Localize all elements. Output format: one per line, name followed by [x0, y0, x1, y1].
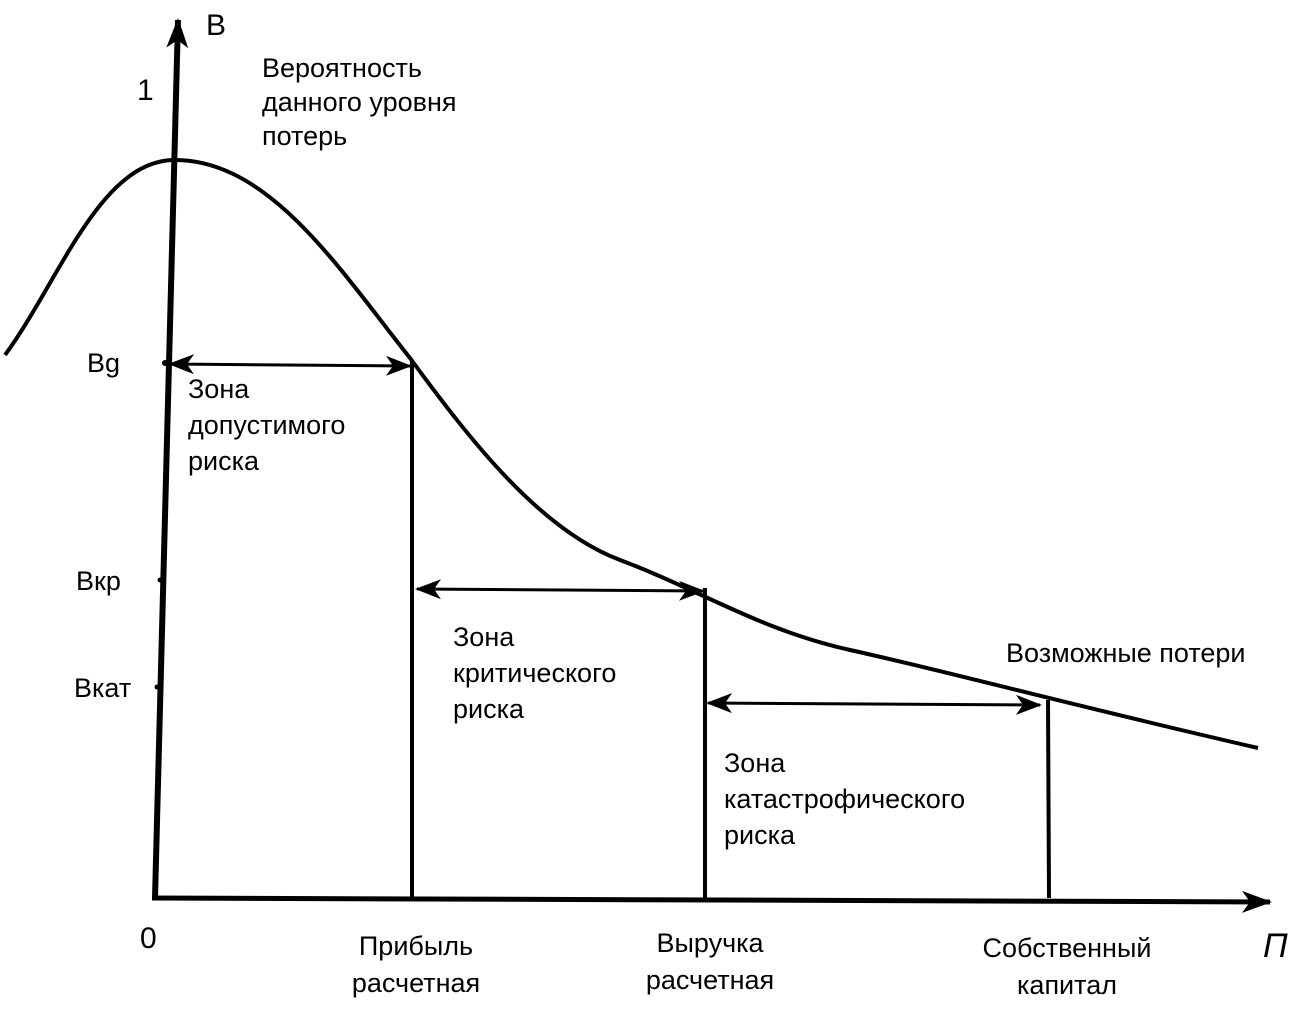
zone-acceptable-line-2: допустимого	[188, 410, 345, 440]
bkat-tick-label: Вкат	[74, 673, 131, 703]
zone-critical-line-3: риска	[453, 694, 525, 724]
loss-probability-curve	[3, 157, 1259, 750]
x-tick-profit-line-2: расчетная	[352, 968, 480, 998]
y-axis-title-line-3: потерь	[262, 121, 347, 151]
zone-critical-line-1: Зона	[453, 622, 515, 652]
x-tick-profit-line-1: Прибыль	[359, 931, 473, 961]
y-axis	[152, 18, 189, 899]
zone-catastrophic-line-2: катастрофического	[724, 784, 965, 814]
zone-acceptable-line-1: Зона	[188, 374, 250, 404]
zone-critical-line-2: критического	[453, 658, 616, 688]
bg-tick-dot	[162, 360, 168, 366]
x-axis	[151, 890, 1272, 913]
y-max-label: 1	[137, 74, 154, 107]
x-axis-label: П	[1263, 927, 1288, 965]
y-axis-title-line-2: данного уровня	[262, 87, 456, 117]
y-axis-title-line-1: Вероятность	[262, 53, 422, 83]
x-tick-revenue-line-2: расчетная	[646, 965, 774, 995]
x-tick-revenue-line-1: Выручка	[656, 928, 764, 958]
capital-boundary-line	[1046, 699, 1051, 899]
catastrophic-risk-arrow	[706, 693, 1042, 715]
zone-catastrophic-line-3: риска	[724, 820, 796, 850]
curve-label: Возможные потери	[1006, 638, 1246, 668]
bkr-tick-label: Вкр	[76, 566, 121, 596]
zone-catastrophic-line-1: Зона	[724, 748, 786, 778]
critical-risk-arrow	[415, 579, 705, 601]
origin-label: 0	[140, 922, 157, 955]
x-tick-capital-line-2: капитал	[1017, 970, 1117, 1000]
acceptable-risk-arrow	[168, 354, 412, 376]
bkat-tick-dot	[154, 684, 160, 690]
bg-tick-label: Вg	[87, 348, 120, 378]
y-axis-label: В	[206, 9, 226, 42]
zone-acceptable-line-3: риска	[188, 446, 260, 476]
x-tick-capital-line-1: Собственный	[983, 933, 1152, 963]
bkr-tick-dot	[157, 577, 163, 583]
